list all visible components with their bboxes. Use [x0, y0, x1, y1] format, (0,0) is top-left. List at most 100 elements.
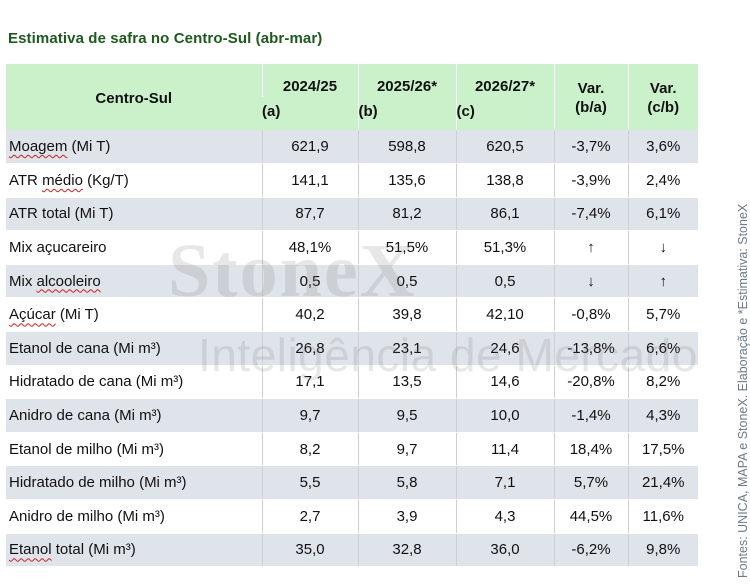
var-ba: -1,4%: [553, 398, 628, 433]
table-row: Hidratado de milho (Mi m³) 5,5 5,8 7,1 5,7% 2…: [6, 465, 698, 501]
var-cb: 9,8%: [627, 533, 698, 568]
value-2026-27: 24,6: [455, 331, 554, 366]
value-2026-27: 4,3: [455, 499, 554, 534]
table-row: Açúcar (Mi T) 40,2 39,8 42,10 -0,8% 5,7%: [6, 297, 698, 333]
table-row: Anidro de cana (Mi m³) 9,7 9,5 10,0 -1,4% 4,3…: [6, 398, 698, 433]
value-2024-25: 8,2: [261, 432, 358, 467]
row-label: Etanol total (Mi m³): [6, 533, 262, 568]
harvest-estimate-table: Centro-Sul 2024/25 2025/26* 2026/27* Var…: [6, 64, 698, 568]
var-cb: 17,5%: [627, 432, 698, 467]
row-label: Açúcar (Mi T): [6, 297, 262, 333]
header-year-2026-27: 2026/27*: [455, 64, 554, 97]
table-title: Estimativa de safra no Centro-Sul (abr-m…: [8, 30, 323, 47]
var-ba: 5,7%: [553, 465, 628, 501]
var-ba: -3,7%: [553, 130, 628, 165]
table-body: Moagem (Mi T) 621,9 598,8 620,5 -3,7% 3,6% ATR…: [6, 130, 698, 568]
var-ba: -0,8%: [553, 297, 628, 333]
value-2026-27: 0,5: [455, 264, 554, 299]
value-2025-26: 23,1: [357, 331, 456, 366]
var-cb: 8,2%: [627, 365, 698, 400]
value-2025-26: 598,8: [357, 130, 456, 165]
value-2024-25: 141,1: [261, 163, 358, 198]
row-label: Anidro de cana (Mi m³): [6, 398, 262, 433]
value-2026-27: 620,5: [455, 130, 554, 165]
row-label: Mix açucareiro: [6, 230, 262, 265]
table-row: Hidratado de cana (Mi m³) 17,1 13,5 14,6 -20…: [6, 365, 698, 400]
table-row: Etanol de milho (Mi m³) 8,2 9,7 11,4 18,4% 17…: [6, 432, 698, 467]
header-letter-c: (c): [455, 97, 554, 130]
header-var-cb-top: Var.: [627, 64, 698, 97]
value-2026-27: 42,10: [455, 297, 554, 333]
header-year-2025-26: 2025/26*: [357, 64, 456, 97]
var-cb: ↓: [627, 230, 698, 265]
table-row: Mix alcooleiro 0,5 0,5 0,5 ↓ ↑: [6, 264, 698, 299]
header-year-2024-25: 2024/25: [261, 64, 358, 97]
value-2026-27: 138,8: [455, 163, 554, 198]
header-var-cb-bottom: (c/b): [627, 97, 698, 130]
value-2026-27: 14,6: [455, 365, 554, 400]
table-row: Moagem (Mi T) 621,9 598,8 620,5 -3,7% 3,6%: [6, 130, 698, 165]
value-2025-26: 32,8: [357, 533, 456, 568]
value-2026-27: 10,0: [455, 398, 554, 433]
var-cb: 11,6%: [627, 499, 698, 534]
value-2025-26: 0,5: [357, 264, 456, 299]
header-letter-a: (a): [262, 97, 358, 130]
var-cb: 5,7%: [627, 297, 698, 333]
value-2026-27: 51,3%: [455, 230, 554, 265]
value-2024-25: 5,5: [261, 465, 358, 501]
table-row: ATR médio (Kg/T) 141,1 135,6 138,8 -3,9% 2,4%: [6, 163, 698, 198]
var-ba: -3,9%: [553, 163, 628, 198]
value-2024-25: 48,1%: [261, 230, 358, 265]
row-label: Mix alcooleiro: [6, 264, 262, 299]
var-ba: 44,5%: [553, 499, 628, 534]
source-note: Fontes: UNICA, MAPA e StoneX. Elaboração…: [736, 203, 750, 578]
table-row: Etanol de cana (Mi m³) 26,8 23,1 24,6 -13,8%…: [6, 331, 698, 366]
row-label: ATR total (Mi T): [6, 197, 262, 232]
var-ba: -13,8%: [553, 331, 628, 366]
var-cb: ↑: [627, 264, 698, 299]
table-row: Etanol total (Mi m³) 35,0 32,8 36,0 -6,2% 9,8…: [6, 533, 698, 568]
table-row: Anidro de milho (Mi m³) 2,7 3,9 4,3 44,5% 11,…: [6, 499, 698, 534]
var-cb: 21,4%: [627, 465, 698, 501]
value-2025-26: 9,7: [357, 432, 456, 467]
value-2026-27: 36,0: [455, 533, 554, 568]
table-row: Mix açucareiro 48,1% 51,5% 51,3% ↑ ↓: [6, 230, 698, 265]
value-2025-26: 135,6: [357, 163, 456, 198]
value-2025-26: 51,5%: [357, 230, 456, 265]
value-2025-26: 3,9: [357, 499, 456, 534]
value-2024-25: 621,9: [261, 130, 358, 165]
value-2024-25: 2,7: [261, 499, 358, 534]
table-row: ATR total (Mi T) 87,7 81,2 86,1 -7,4% 6,1%: [6, 197, 698, 232]
var-cb: 3,6%: [627, 130, 698, 165]
value-2024-25: 0,5: [261, 264, 358, 299]
value-2024-25: 9,7: [261, 398, 358, 433]
row-label: ATR médio (Kg/T): [6, 163, 262, 198]
value-2026-27: 86,1: [455, 197, 554, 232]
row-label: Etanol de cana (Mi m³): [6, 331, 262, 366]
var-cb: 2,4%: [627, 163, 698, 198]
var-ba: -7,4%: [553, 197, 628, 232]
var-ba: ↑: [553, 230, 628, 265]
value-2024-25: 17,1: [261, 365, 358, 400]
header-var-ba-top: Var.: [553, 64, 628, 97]
value-2025-26: 13,5: [357, 365, 456, 400]
header-var-ba-bottom: (b/a): [553, 97, 628, 130]
var-ba: ↓: [553, 264, 628, 299]
value-2025-26: 5,8: [357, 465, 456, 501]
value-2024-25: 87,7: [261, 197, 358, 232]
row-label: Etanol de milho (Mi m³): [6, 432, 262, 467]
var-ba: -20,8%: [553, 365, 628, 400]
var-ba: -6,2%: [553, 533, 628, 568]
value-2025-26: 9,5: [357, 398, 456, 433]
var-cb: 6,1%: [627, 197, 698, 232]
var-cb: 6,6%: [627, 331, 698, 366]
header-letter-b: (b): [357, 97, 456, 130]
value-2025-26: 81,2: [357, 197, 456, 232]
value-2024-25: 40,2: [261, 297, 358, 333]
row-label: Anidro de milho (Mi m³): [6, 499, 262, 534]
var-ba: 18,4%: [553, 432, 628, 467]
value-2024-25: 35,0: [261, 533, 358, 568]
row-label: Hidratado de milho (Mi m³): [6, 465, 262, 501]
value-2024-25: 26,8: [261, 331, 358, 366]
row-label: Moagem (Mi T): [6, 130, 262, 165]
